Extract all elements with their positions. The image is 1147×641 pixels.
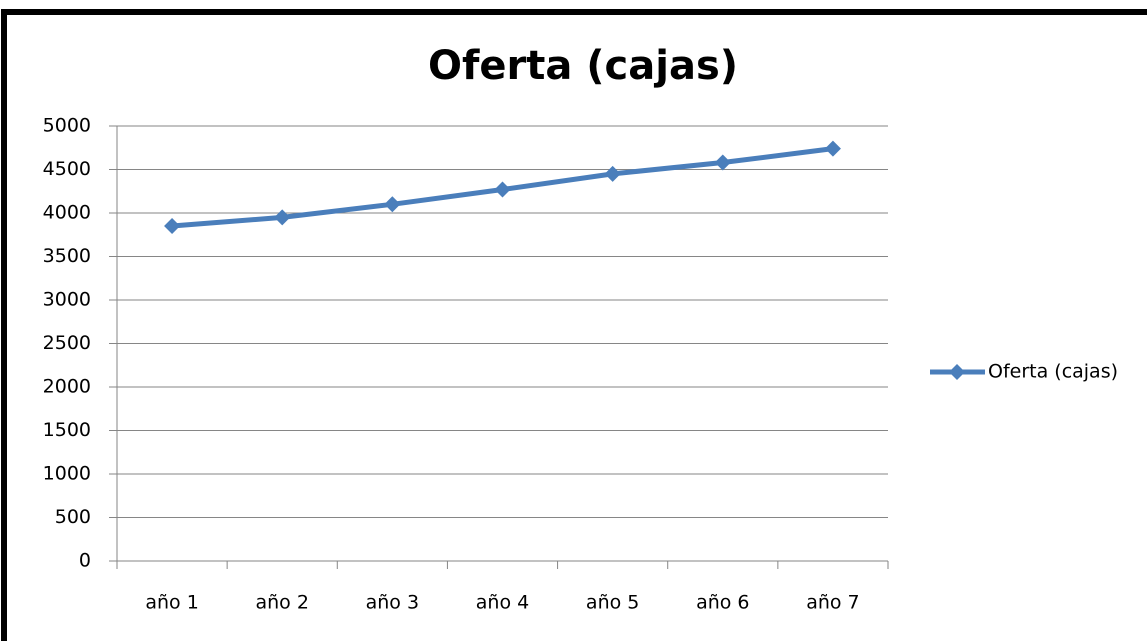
y-tick-label: 1500	[43, 419, 91, 441]
y-tick-label: 5000	[43, 115, 91, 137]
y-tick-label: 4000	[43, 202, 91, 224]
y-tick-label: 2000	[43, 376, 91, 398]
y-tick-label: 1000	[43, 463, 91, 485]
data-point	[164, 218, 181, 235]
chart-title: Oferta (cajas)	[428, 43, 738, 89]
y-tick-label: 0	[79, 550, 91, 572]
legend-marker	[949, 364, 965, 380]
x-tick-label: año 4	[476, 592, 529, 614]
y-tick-label: 3500	[43, 245, 91, 267]
data-point	[604, 165, 621, 182]
y-tick-label: 4500	[43, 158, 91, 180]
y-tick-label: 500	[55, 506, 91, 528]
data-point	[714, 154, 731, 171]
data-point	[384, 196, 401, 213]
y-tick-label: 3000	[43, 289, 91, 311]
chart-frame	[1, 9, 1147, 641]
x-tick-label: año 3	[366, 592, 419, 614]
legend-label: Oferta (cajas)	[988, 361, 1118, 383]
data-point	[824, 140, 841, 157]
x-tick-label: año 6	[696, 592, 749, 614]
x-tick-label: año 5	[586, 592, 639, 614]
data-point	[274, 209, 291, 226]
x-tick-label: año 1	[145, 592, 198, 614]
x-tick-label: año 7	[806, 592, 859, 614]
x-tick-label: año 2	[255, 592, 308, 614]
data-point	[494, 181, 511, 198]
y-tick-label: 2500	[43, 332, 91, 354]
